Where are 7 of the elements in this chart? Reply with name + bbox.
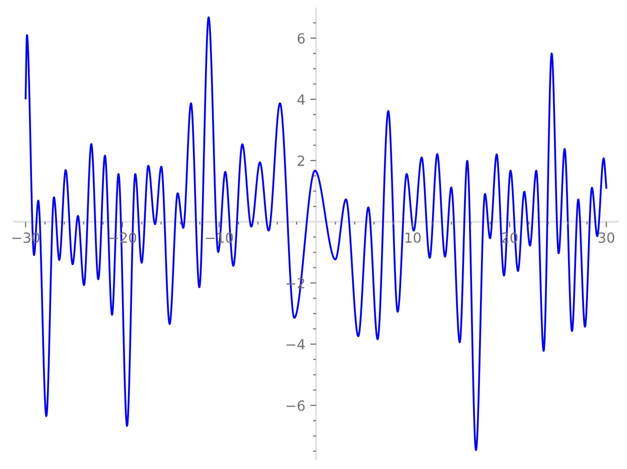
- y-tick-label: 2: [298, 156, 304, 166]
- x-tick-label: 30: [598, 232, 614, 243]
- y-tick-label: 4: [297, 94, 305, 105]
- y-tick-label: −4: [286, 339, 305, 350]
- x-tick-label: 10: [405, 232, 421, 243]
- y-tick-label: −6: [286, 400, 305, 411]
- y-tick-label: 6: [298, 33, 305, 44]
